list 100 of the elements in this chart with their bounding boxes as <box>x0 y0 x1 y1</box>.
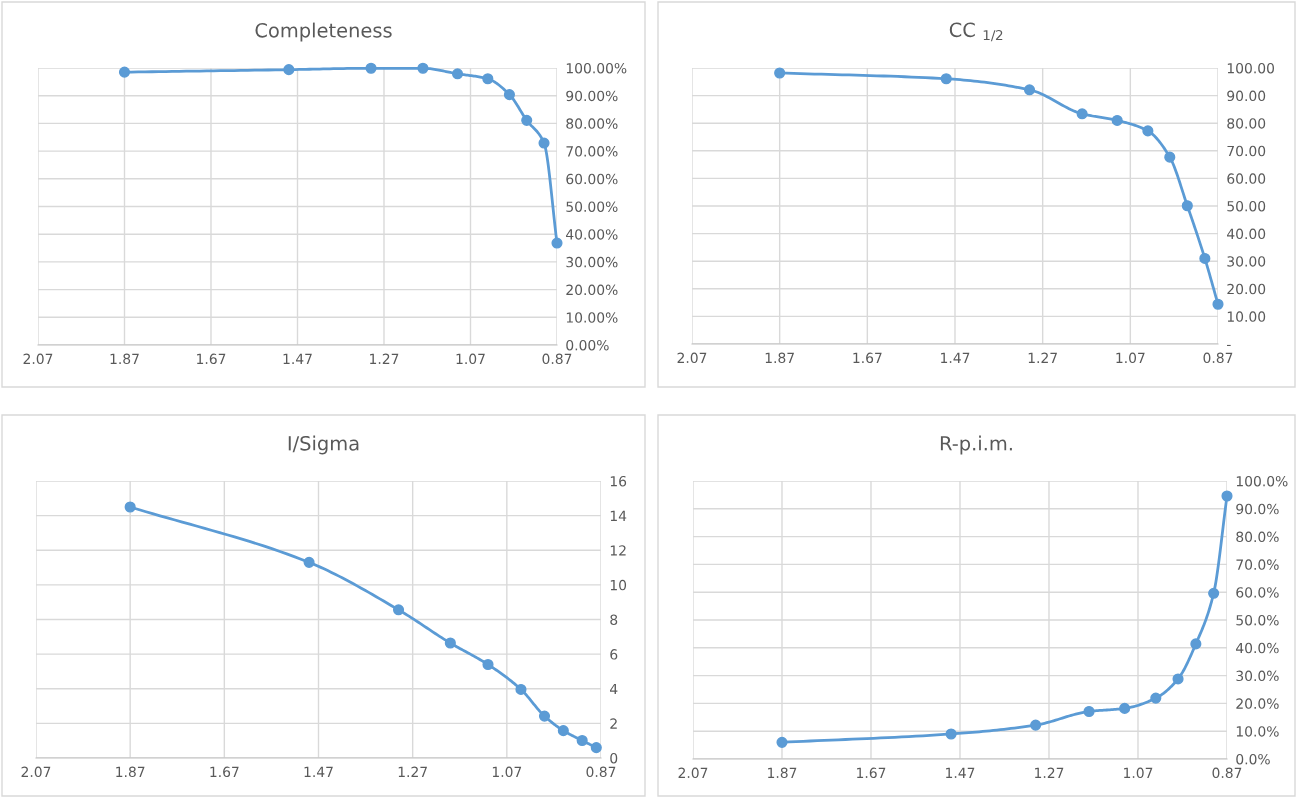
point <box>392 604 405 616</box>
point <box>1181 200 1193 212</box>
x-tick-label: 1.07 <box>1124 767 1153 779</box>
y-tick-label: 70.00% <box>566 146 618 157</box>
y-tick-label: 80.0% <box>1236 531 1279 543</box>
x-tick-label: 1.67 <box>197 353 226 365</box>
y-tick-label: 30.00% <box>566 256 618 268</box>
y-tick-label: 100.00% <box>566 62 627 74</box>
y-tick-label: 10.00% <box>566 312 618 323</box>
y-tick-label: 30.00 <box>1227 256 1266 267</box>
point <box>1142 125 1154 137</box>
point <box>365 62 377 74</box>
point <box>945 728 957 740</box>
point <box>303 556 315 568</box>
x-tick-label: 1.87 <box>765 352 794 364</box>
y-tick-label: 80.00% <box>566 118 618 129</box>
point <box>1023 84 1036 96</box>
point <box>482 73 494 85</box>
point <box>503 89 515 101</box>
y-tick-label: 4 <box>610 683 618 695</box>
x-tick-label: 1.87 <box>110 353 139 365</box>
point <box>1076 108 1088 120</box>
y-tick-label: 40.00% <box>566 229 618 240</box>
y-tick-label: 60.00 <box>1227 173 1266 184</box>
x-tick-label: 0.87 <box>586 766 616 778</box>
x-tick-label: 1.47 <box>304 766 333 777</box>
x-tick-label: 2.07 <box>21 766 51 778</box>
x-tick-label: 2.07 <box>678 767 708 779</box>
y-tick-label: 50.00 <box>1227 200 1266 212</box>
x-tick-label: 1.27 <box>1035 767 1064 778</box>
y-tick-label: 10 <box>610 579 627 591</box>
x-tick-label: 1.07 <box>492 766 522 778</box>
y-tick-label: 12 <box>610 545 626 556</box>
x-tick-label: 1.67 <box>210 766 239 778</box>
point <box>1199 252 1211 264</box>
y-tick-label: 0.0% <box>1236 753 1270 765</box>
y-tick-label: 100.0% <box>1236 475 1288 487</box>
y-tick-label: 0.00% <box>566 339 609 351</box>
point <box>1150 692 1162 704</box>
y-tick-label: 10.0% <box>1236 726 1279 737</box>
y-tick-label: 50.0% <box>1236 614 1279 626</box>
point <box>444 637 456 649</box>
y-tick-label: 6 <box>610 649 618 660</box>
y-tick-label: 80.00 <box>1227 118 1266 129</box>
x-tick-label: 1.67 <box>857 767 886 779</box>
x-tick-label: 1.47 <box>941 352 970 363</box>
point <box>515 683 527 695</box>
x-tick-label: 1.87 <box>116 766 145 778</box>
point <box>776 736 788 748</box>
x-tick-label: 1.67 <box>853 352 882 364</box>
y-tick-label: 100.00 <box>1227 62 1275 74</box>
x-tick-label: 1.87 <box>768 767 797 779</box>
y-tick-label: 20.00 <box>1227 283 1266 295</box>
point <box>1212 298 1224 310</box>
y-tick-label: 60.0% <box>1236 587 1279 598</box>
point <box>124 501 136 513</box>
y-tick-label: 40.00 <box>1227 228 1266 240</box>
chart-title: I/Sigma <box>288 435 359 455</box>
chart-title: Completeness <box>255 22 392 42</box>
y-tick-label: 2 <box>610 718 617 729</box>
y-tick-label: 90.00 <box>1227 90 1266 102</box>
x-tick-label: 2.07 <box>23 353 53 365</box>
chart-title: R-p.i.m. <box>940 435 1012 455</box>
point <box>590 742 602 754</box>
y-tick-label: 10.00 <box>1227 311 1266 322</box>
point <box>451 68 464 80</box>
chart-title: CC $_{1/2}$ <box>949 22 1003 42</box>
point <box>557 725 569 737</box>
point <box>1111 114 1123 126</box>
point <box>118 66 131 78</box>
point <box>576 734 588 747</box>
y-tick-label: 20.00% <box>566 284 618 296</box>
point <box>774 67 786 79</box>
point <box>1164 151 1176 163</box>
y-tick-label: 20.0% <box>1236 698 1279 709</box>
y-tick-label: 0 <box>610 752 618 764</box>
point <box>1030 719 1042 731</box>
y-tick-label: 70.0% <box>1236 559 1279 570</box>
y-tick-label: 40.0% <box>1236 642 1279 654</box>
point <box>1083 705 1095 718</box>
x-tick-label: 1.07 <box>1116 352 1145 364</box>
point <box>1221 490 1233 502</box>
point <box>283 64 295 76</box>
point <box>1172 673 1184 685</box>
y-tick-label: - <box>1227 344 1231 347</box>
point <box>551 237 563 249</box>
x-tick-label: 1.27 <box>370 353 399 364</box>
x-tick-label: 1.27 <box>1028 352 1057 363</box>
point <box>521 114 533 126</box>
x-tick-label: 0.87 <box>542 353 572 365</box>
y-tick-label: 90.00% <box>566 90 618 102</box>
x-tick-label: 1.07 <box>456 353 485 365</box>
y-tick-label: 14 <box>610 510 627 521</box>
point <box>1208 587 1220 599</box>
y-tick-label: 90.0% <box>1236 503 1279 515</box>
point <box>1190 638 1202 650</box>
point <box>1119 702 1131 714</box>
y-tick-label: 16 <box>610 475 627 487</box>
point <box>538 137 550 149</box>
point <box>538 710 551 722</box>
